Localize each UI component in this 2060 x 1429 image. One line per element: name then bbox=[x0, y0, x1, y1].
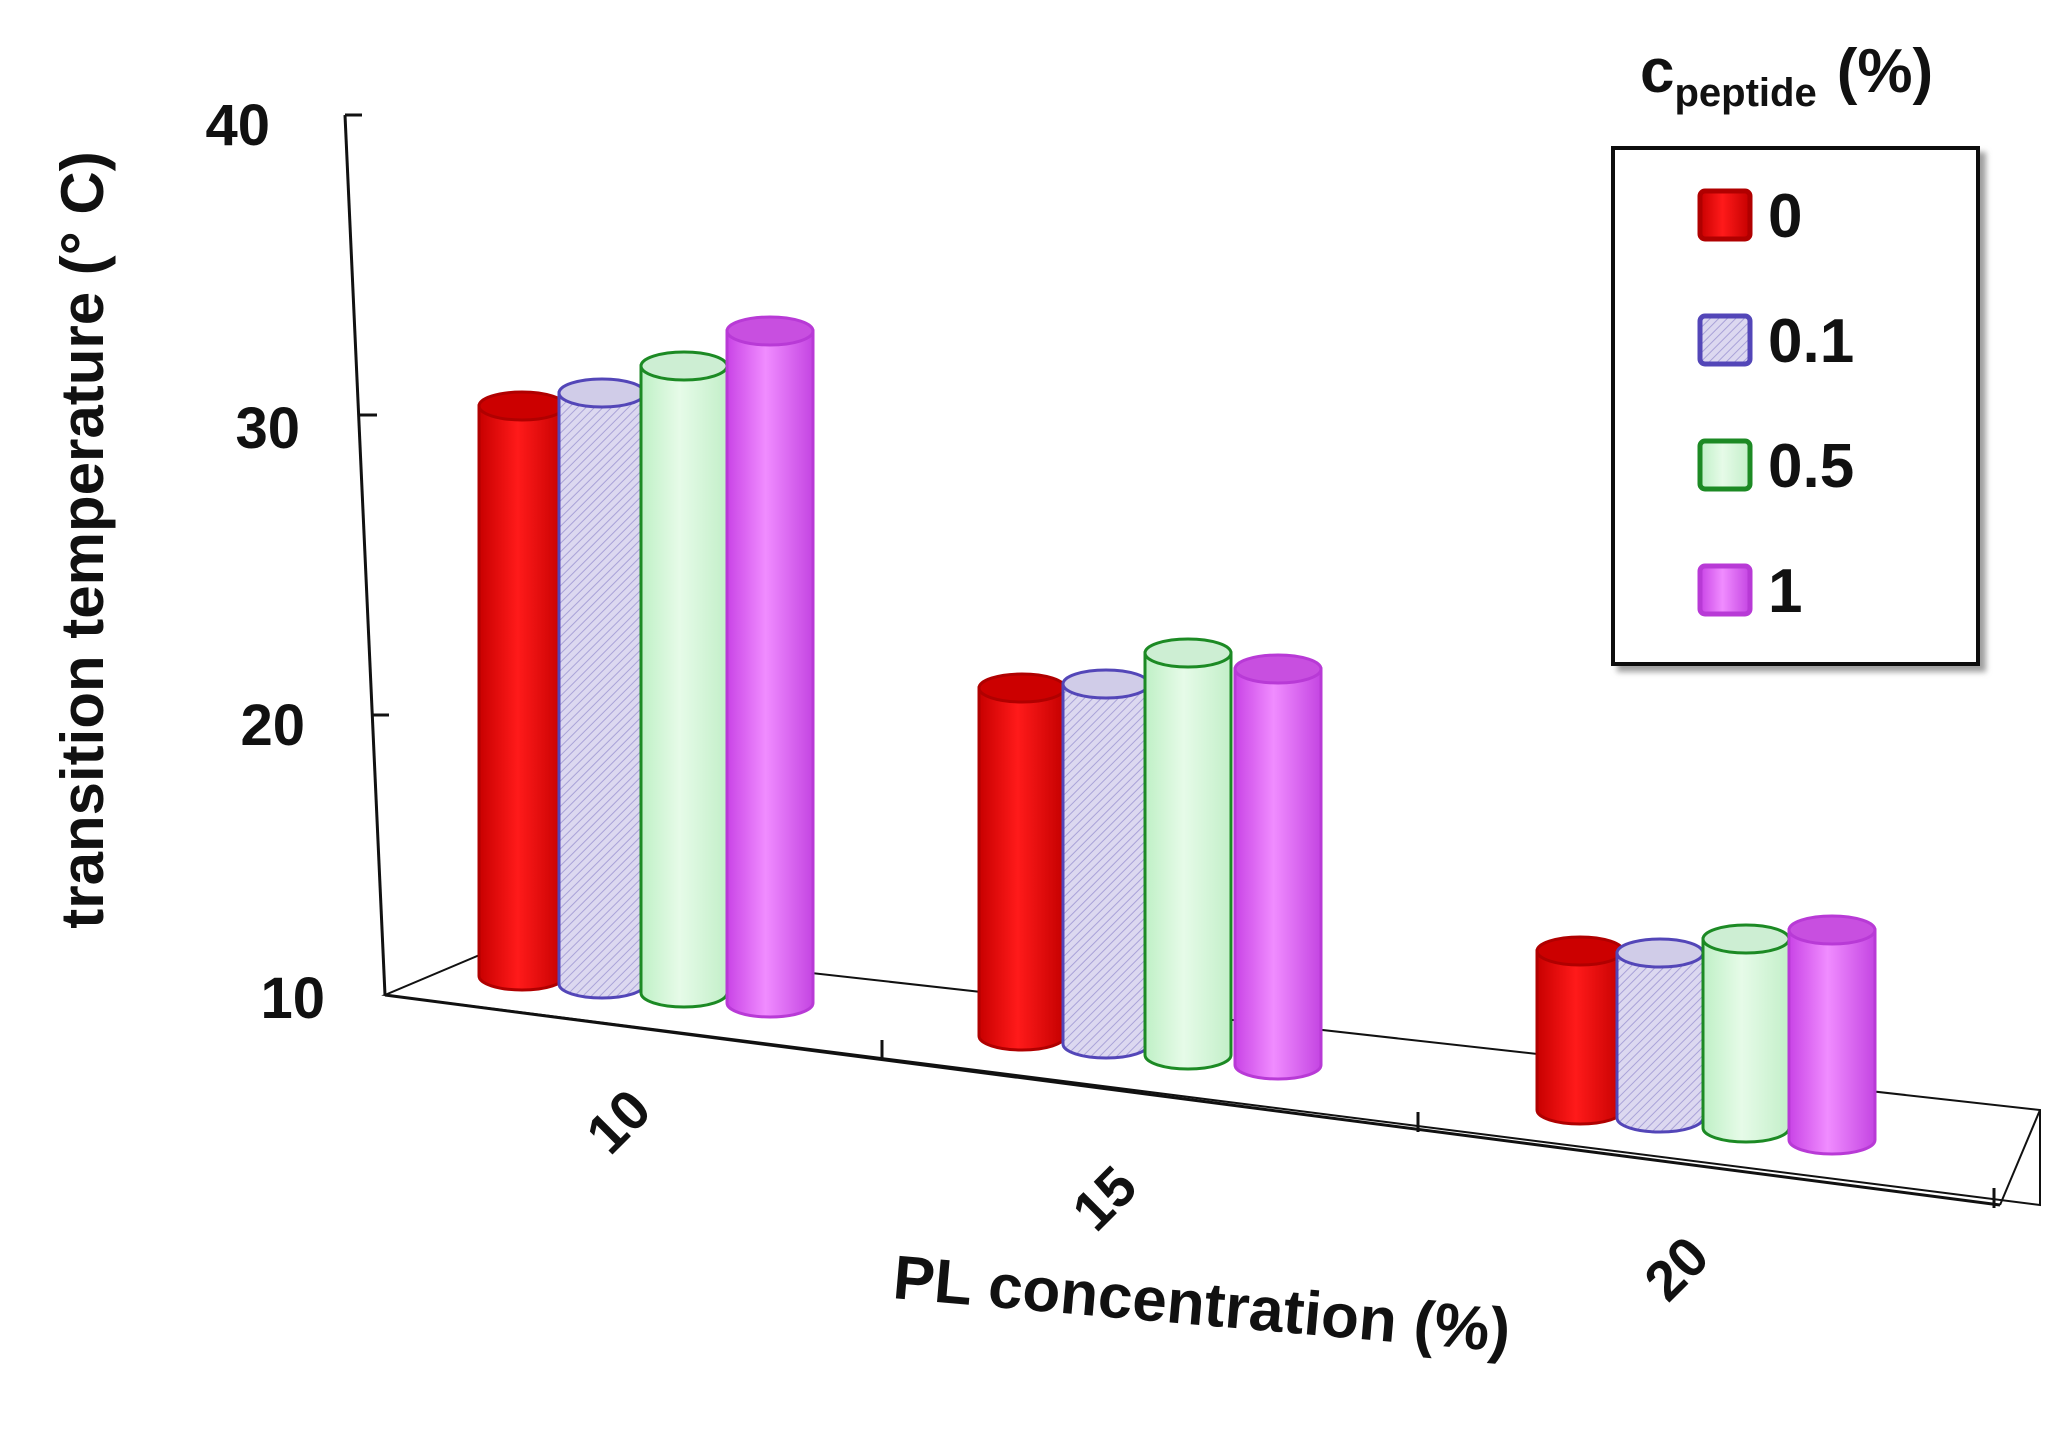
bar-group bbox=[477, 315, 1877, 1156]
legend-title-sub: peptide bbox=[1674, 71, 1816, 115]
bar-top bbox=[725, 315, 815, 347]
x-tick-label: 10 bbox=[574, 1077, 663, 1166]
bar-top bbox=[477, 390, 567, 422]
legend-swatch bbox=[1697, 188, 1753, 242]
bar-body bbox=[557, 391, 647, 1000]
bar-body bbox=[977, 686, 1067, 1052]
bar-top bbox=[977, 672, 1067, 704]
y-tick-label: 40 bbox=[205, 93, 270, 158]
bar-15-0.5 bbox=[1143, 637, 1233, 1071]
legend-swatch bbox=[1697, 563, 1753, 617]
bar-15-1 bbox=[1233, 653, 1323, 1081]
legend-swatch bbox=[1697, 438, 1753, 492]
x-axis-line bbox=[384, 993, 2001, 1207]
y-tick-label: 30 bbox=[235, 396, 300, 461]
bar-top bbox=[1787, 914, 1877, 946]
y-tick-label: 10 bbox=[260, 966, 325, 1031]
legend-item: 1 bbox=[1697, 557, 1802, 626]
legend-item: 0 bbox=[1697, 182, 1802, 251]
y-axis-line bbox=[343, 114, 387, 996]
bar-20-0.5 bbox=[1701, 923, 1791, 1144]
y-tick-label: 20 bbox=[240, 693, 305, 758]
legend-title-suffix: (%) bbox=[1837, 37, 1933, 106]
bar-top bbox=[1143, 637, 1233, 669]
legend: cpeptide (%) 0 0.1 0.5 1 bbox=[1611, 37, 1980, 666]
legend-label: 0.5 bbox=[1768, 432, 1854, 501]
bar-body bbox=[639, 364, 729, 1009]
floor-back-right-edge bbox=[1999, 1109, 2041, 1206]
bar-body bbox=[1615, 951, 1705, 1134]
x-axis-title: PL concentration (%) bbox=[890, 1243, 1513, 1366]
bar-body bbox=[725, 329, 815, 1019]
bar-top bbox=[557, 377, 647, 409]
legend-label: 0 bbox=[1768, 182, 1802, 251]
legend-box bbox=[1611, 146, 1980, 666]
bar-body bbox=[1143, 651, 1233, 1071]
bar-10-1 bbox=[725, 315, 815, 1019]
bar-top bbox=[1233, 653, 1323, 685]
bar-20-1 bbox=[1787, 914, 1877, 1156]
bar-body bbox=[1233, 667, 1323, 1081]
bar-top bbox=[1701, 923, 1791, 955]
bar-10-0.1 bbox=[557, 377, 647, 1000]
legend-title-main: c bbox=[1640, 37, 1674, 106]
axis-frame bbox=[343, 114, 2041, 1208]
bar-top bbox=[1615, 937, 1705, 969]
y-axis: 40 30 20 10 bbox=[205, 93, 389, 1031]
bar-10-0 bbox=[477, 390, 567, 992]
legend-label: 1 bbox=[1768, 557, 1802, 626]
legend-title: cpeptide (%) bbox=[1640, 37, 1933, 115]
bar-body bbox=[1787, 928, 1877, 1156]
x-tick-label: 20 bbox=[1632, 1224, 1721, 1313]
bar-15-0 bbox=[977, 672, 1067, 1052]
legend-item: 0.5 bbox=[1697, 432, 1854, 501]
y-axis-title: transition temperature (° C) bbox=[49, 151, 116, 928]
bar-body bbox=[1701, 937, 1791, 1144]
bar-body bbox=[1061, 682, 1151, 1060]
bar-top bbox=[1061, 668, 1151, 700]
bar-body bbox=[1535, 949, 1625, 1126]
bar-top bbox=[1535, 935, 1625, 967]
legend-label: 0.1 bbox=[1768, 307, 1854, 376]
bar-20-0.1 bbox=[1615, 937, 1705, 1134]
bar-10-0.5 bbox=[639, 350, 729, 1009]
bar-body bbox=[477, 404, 567, 992]
x-tick-label: 15 bbox=[1060, 1154, 1149, 1243]
bar-top bbox=[639, 350, 729, 382]
legend-swatch bbox=[1697, 313, 1753, 367]
bar-20-0 bbox=[1535, 935, 1625, 1126]
legend-items: 0 0.1 0.5 1 bbox=[1697, 182, 1854, 626]
legend-item: 0.1 bbox=[1697, 307, 1854, 376]
bar-15-0.1 bbox=[1061, 668, 1151, 1060]
